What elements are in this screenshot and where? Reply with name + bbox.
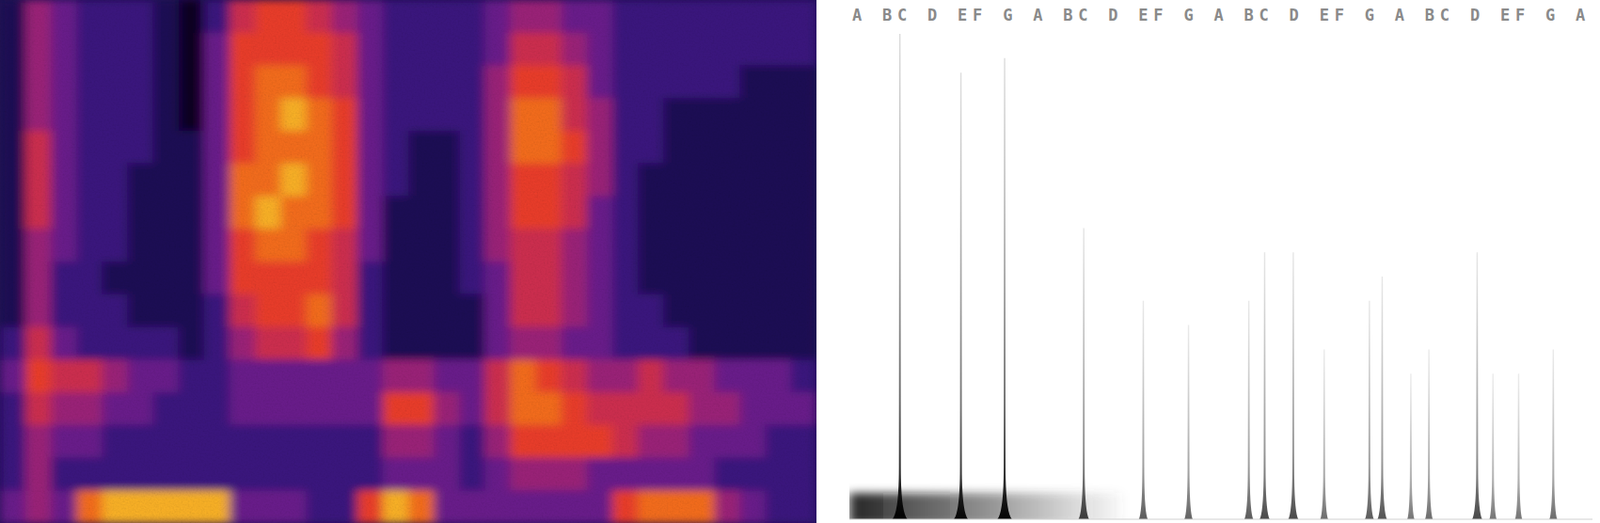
spectrogram (0, 0, 817, 523)
peak (892, 33, 908, 520)
peak (1320, 348, 1329, 520)
spectrogram-ground (0, 0, 817, 523)
spectrum-plot (849, 33, 1557, 520)
tick-label: E (1138, 5, 1148, 25)
figure: ABCDEFGABCDEFGABCDEFGABCDEFGA (0, 0, 1600, 523)
tick-label: G (1002, 5, 1013, 25)
tick-label: F (1334, 5, 1345, 25)
peak (1078, 227, 1090, 520)
tick-label: D (1470, 5, 1480, 25)
tick-label: D (927, 5, 937, 25)
tick-label: B (1062, 5, 1073, 25)
tick-label: C (1259, 5, 1269, 25)
tick-label: F (1515, 5, 1525, 25)
texture (0, 0, 817, 523)
cells (0, 0, 817, 523)
tick-label: F (1153, 5, 1163, 25)
x-tick-labels: ABCDEFGABCDEFGABCDEFGABCDEFGA (852, 5, 1585, 25)
peak (1407, 373, 1415, 520)
peak (1259, 252, 1270, 520)
tick-label: E (1319, 5, 1330, 25)
tick-label: D (1108, 5, 1118, 25)
tick-label: B (1425, 5, 1435, 25)
tick-label: D (1289, 5, 1300, 25)
tick-label: F (972, 5, 983, 25)
tick-label: A (1575, 5, 1585, 25)
peak (1549, 348, 1557, 520)
peak (1489, 373, 1497, 520)
tick-label: E (1500, 5, 1510, 25)
tick-label: A (1213, 5, 1223, 25)
tick-label: G (1364, 5, 1375, 25)
tick-label: G (1183, 5, 1193, 25)
peak (1425, 348, 1433, 520)
peak (997, 58, 1012, 520)
peak (1364, 300, 1374, 520)
tick-label: B (882, 5, 892, 25)
tick-label: A (1394, 5, 1405, 25)
tick-label: A (1032, 5, 1043, 25)
x-axis (849, 519, 1593, 521)
peak (1184, 325, 1193, 520)
peak (1288, 252, 1300, 520)
peak (1515, 373, 1523, 520)
tick-label: E (957, 5, 967, 25)
tick-label: G (1545, 5, 1555, 25)
tick-label: A (852, 5, 862, 25)
peak (1472, 252, 1483, 520)
tick-label: C (897, 5, 907, 25)
tick-label: B (1244, 5, 1254, 25)
tick-label: C (1077, 5, 1088, 25)
peak (1139, 300, 1148, 520)
peak (1377, 276, 1387, 520)
peak (953, 72, 968, 520)
peak (1244, 300, 1253, 520)
tick-label: C (1440, 5, 1450, 25)
